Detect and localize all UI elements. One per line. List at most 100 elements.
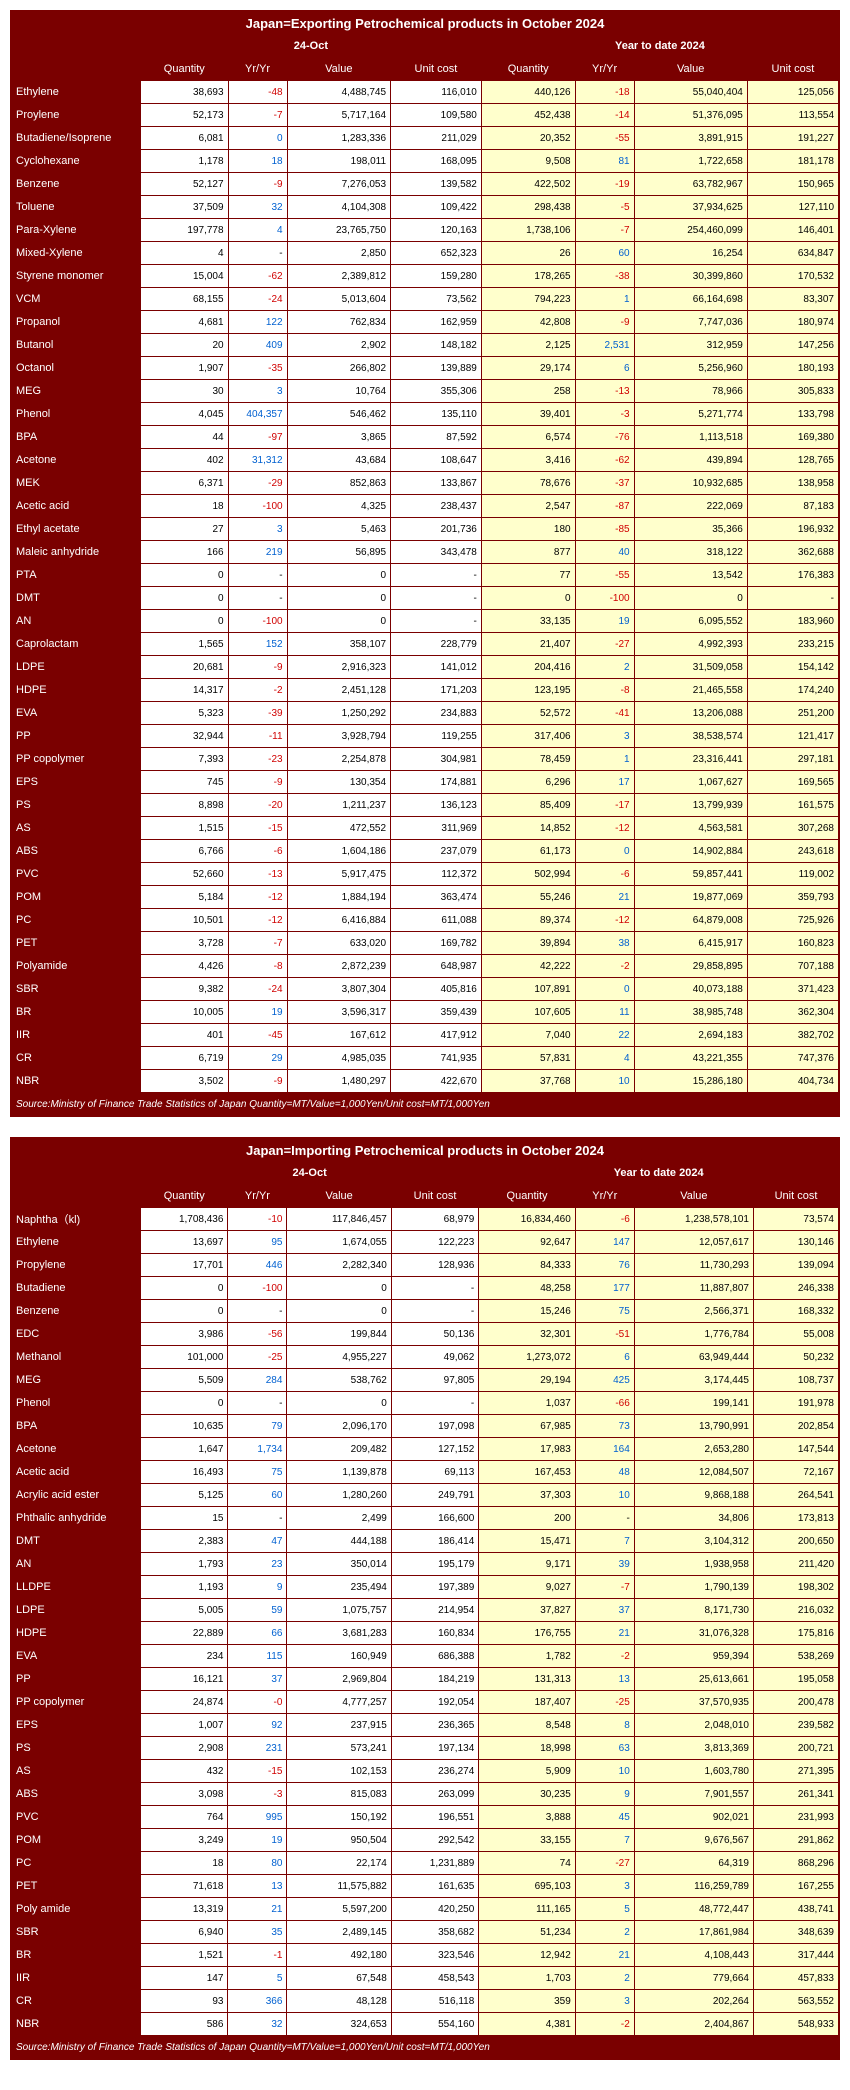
data-cell: 2 xyxy=(575,1967,634,1990)
data-cell: 192,054 xyxy=(391,1691,478,1714)
product-name: Acetone xyxy=(11,1438,141,1461)
data-cell: 51,234 xyxy=(479,1921,576,1944)
data-cell: 1,193 xyxy=(141,1576,228,1599)
data-cell: -7 xyxy=(575,219,634,242)
data-cell: 404,734 xyxy=(747,1070,839,1093)
data-cell: 32,944 xyxy=(141,725,229,748)
data-cell: 168,095 xyxy=(391,150,482,173)
data-cell: 236,274 xyxy=(391,1760,478,1783)
data-cell: 75 xyxy=(228,1461,287,1484)
data-cell: 1 xyxy=(575,288,634,311)
data-cell: 16,493 xyxy=(141,1461,228,1484)
data-cell: 1,113,518 xyxy=(634,426,747,449)
data-cell: 45 xyxy=(575,1806,634,1829)
data-cell: 2,048,010 xyxy=(634,1714,753,1737)
data-cell: 138,958 xyxy=(747,472,839,495)
data-cell: 60 xyxy=(575,242,634,265)
data-cell: - xyxy=(391,1300,478,1323)
data-cell: 176,383 xyxy=(747,564,839,587)
data-cell: 73,574 xyxy=(754,1208,840,1231)
col-header: Quantity xyxy=(479,1185,576,1208)
data-cell: 707,188 xyxy=(747,955,839,978)
data-cell: 2,653,280 xyxy=(634,1438,753,1461)
data-cell: 1,250,292 xyxy=(287,702,391,725)
data-cell: 5,013,604 xyxy=(287,288,391,311)
data-cell: 202,854 xyxy=(754,1415,840,1438)
data-cell: 178,265 xyxy=(481,265,575,288)
data-cell: -3 xyxy=(575,403,634,426)
data-cell: 16,834,460 xyxy=(479,1208,576,1231)
data-cell: 1,211,237 xyxy=(287,794,391,817)
data-cell: 169,565 xyxy=(747,771,839,794)
data-cell: 402 xyxy=(141,449,229,472)
data-cell: 102,153 xyxy=(287,1760,391,1783)
data-cell: 233,215 xyxy=(747,633,839,656)
data-cell: 8,898 xyxy=(141,794,229,817)
product-name: Naphtha（kl) xyxy=(11,1208,141,1231)
data-cell: 198,302 xyxy=(754,1576,840,1599)
data-cell: 432 xyxy=(141,1760,228,1783)
data-cell: 405,816 xyxy=(391,978,482,1001)
data-cell: 422,502 xyxy=(481,173,575,196)
data-cell: 169,782 xyxy=(391,932,482,955)
data-cell: 52,127 xyxy=(141,173,229,196)
data-cell: 161,575 xyxy=(747,794,839,817)
data-cell: 48,772,447 xyxy=(634,1898,753,1921)
data-cell: 877 xyxy=(481,541,575,564)
data-cell: 130,146 xyxy=(754,1231,840,1254)
data-cell: 311,969 xyxy=(391,817,482,840)
data-cell: 779,664 xyxy=(634,1967,753,1990)
product-name: BPA xyxy=(11,1415,141,1438)
data-cell: 1,480,297 xyxy=(287,1070,391,1093)
data-cell: 71,618 xyxy=(141,1875,228,1898)
data-cell: 3 xyxy=(228,380,287,403)
data-cell: -27 xyxy=(575,633,634,656)
data-cell: 359 xyxy=(479,1990,576,2013)
col-header: Quantity xyxy=(141,58,229,81)
data-cell: -45 xyxy=(228,1024,287,1047)
data-cell: 2,254,878 xyxy=(287,748,391,771)
data-cell: -9 xyxy=(228,1070,287,1093)
data-cell: 5,717,164 xyxy=(287,104,391,127)
data-cell: 1,674,055 xyxy=(287,1231,391,1254)
data-cell: 5,005 xyxy=(141,1599,228,1622)
data-cell: -56 xyxy=(228,1323,287,1346)
data-cell: 127,110 xyxy=(747,196,839,219)
data-cell: 1,067,627 xyxy=(634,771,747,794)
product-name: Ethylene xyxy=(11,81,141,104)
data-cell: -27 xyxy=(575,1852,634,1875)
product-name: PP xyxy=(11,1668,141,1691)
product-name: POM xyxy=(11,886,141,909)
data-cell: 4,985,035 xyxy=(287,1047,391,1070)
data-cell: 2,096,170 xyxy=(287,1415,391,1438)
data-cell: 23,765,750 xyxy=(287,219,391,242)
data-cell: 22 xyxy=(575,1024,634,1047)
data-cell: 80 xyxy=(228,1852,287,1875)
data-cell: 6,940 xyxy=(141,1921,228,1944)
data-cell: 191,978 xyxy=(754,1392,840,1415)
data-cell: 120,163 xyxy=(391,219,482,242)
data-cell: 42,808 xyxy=(481,311,575,334)
data-cell: 15,471 xyxy=(479,1530,576,1553)
data-cell: 48,128 xyxy=(287,1990,391,2013)
data-cell: -12 xyxy=(575,909,634,932)
product-name: Octanol xyxy=(11,357,141,380)
data-cell: 3,174,445 xyxy=(634,1369,753,1392)
product-name: Styrene monomer xyxy=(11,265,141,288)
data-cell: 420,250 xyxy=(391,1898,478,1921)
data-cell: 147 xyxy=(141,1967,228,1990)
data-cell: 85,409 xyxy=(481,794,575,817)
data-cell: 1,793 xyxy=(141,1553,228,1576)
data-cell: 4,681 xyxy=(141,311,229,334)
data-cell: 362,688 xyxy=(747,541,839,564)
data-cell: 43,684 xyxy=(287,449,391,472)
data-cell: 37,827 xyxy=(479,1599,576,1622)
data-cell: 92,647 xyxy=(479,1231,576,1254)
data-cell: 238,437 xyxy=(391,495,482,518)
data-cell: 64,319 xyxy=(634,1852,753,1875)
data-cell: 3 xyxy=(575,725,634,748)
data-cell: 5,256,960 xyxy=(634,357,747,380)
product-name: Acetone xyxy=(11,449,141,472)
data-cell: 125,056 xyxy=(747,81,839,104)
data-cell: 2,694,183 xyxy=(634,1024,747,1047)
